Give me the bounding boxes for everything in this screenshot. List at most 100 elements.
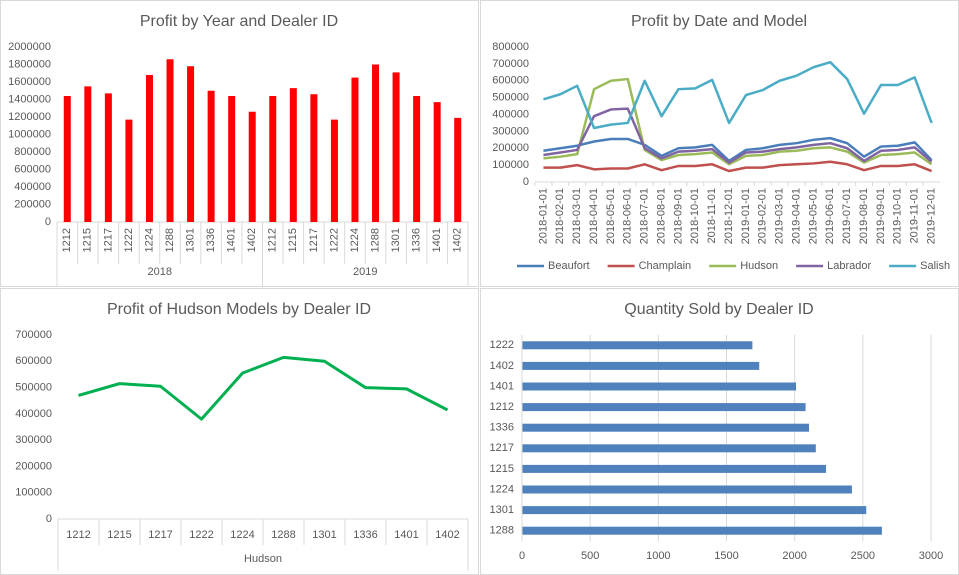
group-label: Hudson <box>244 553 282 565</box>
line <box>543 160 933 173</box>
y-tick-label: 1200000 <box>8 111 51 123</box>
group-label: 2019 <box>353 266 377 278</box>
x-tick-label: 0 <box>519 550 525 562</box>
x-tick-label: 1215 <box>287 228 299 252</box>
x-tick-label: 2019-10-01 <box>892 188 904 244</box>
x-tick-label: 1222 <box>189 529 213 541</box>
y-tick-label: 1000000 <box>8 128 51 140</box>
bar <box>522 506 867 515</box>
line <box>543 107 933 164</box>
y-tick-label: 200000 <box>14 198 51 210</box>
bar <box>392 72 400 222</box>
x-tick-label: 1212 <box>61 228 73 252</box>
bar <box>207 90 215 222</box>
x-tick-label: 1222 <box>123 228 135 252</box>
bar <box>289 88 297 222</box>
y-tick-label: 100000 <box>15 487 52 499</box>
y-tick-label: 0 <box>46 513 52 525</box>
y-tick-label: 600000 <box>14 163 51 175</box>
line <box>543 60 933 130</box>
chart-title: Quantity Sold by Dealer ID <box>624 301 813 318</box>
bar <box>413 96 421 222</box>
x-tick-label: 2019-06-01 <box>824 188 836 244</box>
y-tick-label: 600000 <box>492 75 529 87</box>
y-tick-label: 600000 <box>15 355 52 367</box>
x-tick-label: 2019-12-01 <box>925 188 937 244</box>
y-tick-label: 2000000 <box>8 41 51 53</box>
legend-label: Beaufort <box>548 260 590 272</box>
bar <box>522 423 809 432</box>
y-tick-label: 200000 <box>492 142 529 154</box>
bar <box>372 64 380 222</box>
bar <box>454 117 462 222</box>
y-tick-label: 1401 <box>490 380 514 392</box>
y-tick-label: 500000 <box>492 92 529 104</box>
bar <box>310 94 318 222</box>
x-tick-label: 1224 <box>230 529 254 541</box>
x-tick-label: 1288 <box>271 529 295 541</box>
bar <box>522 444 816 453</box>
x-tick-label: 2019-01-01 <box>740 188 752 244</box>
y-tick-label: 400000 <box>492 108 529 120</box>
group-label: 2018 <box>148 266 172 278</box>
y-tick-label: 1600000 <box>8 76 51 88</box>
x-tick-label: 1401 <box>431 228 443 252</box>
bar <box>145 75 153 222</box>
x-tick-label: 1336 <box>205 228 217 252</box>
y-tick-label: 1215 <box>490 463 514 475</box>
bar <box>166 59 174 222</box>
y-tick-label: 0 <box>523 176 529 188</box>
x-tick-label: 1217 <box>102 228 114 252</box>
bar <box>351 77 359 222</box>
x-tick-label: 1301 <box>184 228 196 252</box>
y-tick-label: 700000 <box>15 329 52 341</box>
y-tick-label: 500000 <box>15 381 52 393</box>
x-tick-label: 1215 <box>107 529 131 541</box>
x-tick-label: 2019-09-01 <box>875 188 887 244</box>
x-tick-label: 1215 <box>82 228 94 252</box>
y-tick-label: 300000 <box>492 125 529 137</box>
x-tick-label: 2500 <box>851 550 875 562</box>
y-tick-label: 1212 <box>490 401 514 413</box>
x-tick-label: 1336 <box>411 228 423 252</box>
y-tick-label: 1402 <box>490 360 514 372</box>
chart-title: Profit by Date and Model <box>631 13 807 30</box>
bar <box>125 119 133 222</box>
x-tick-label: 1301 <box>312 529 336 541</box>
y-tick-label: 800000 <box>14 146 51 158</box>
x-tick-label: 2018-12-01 <box>723 188 735 244</box>
x-tick-label: 2018-08-01 <box>655 188 667 244</box>
bar <box>522 361 760 370</box>
bar <box>433 102 441 222</box>
x-tick-label: 2018-01-01 <box>537 188 549 244</box>
bar <box>269 96 277 222</box>
x-tick-label: 1217 <box>148 529 172 541</box>
y-tick-label: 1222 <box>490 339 514 351</box>
y-tick-label: 300000 <box>15 434 52 446</box>
x-tick-label: 1212 <box>267 228 279 252</box>
line <box>543 77 933 166</box>
panel <box>0 288 479 575</box>
bar <box>228 96 236 222</box>
bar <box>522 382 797 391</box>
panel <box>480 0 959 287</box>
x-tick-label: 1301 <box>390 228 402 252</box>
x-tick-label: 2018-04-01 <box>588 188 600 244</box>
y-tick-label: 1800000 <box>8 58 51 70</box>
bar <box>522 485 852 494</box>
bar <box>330 119 338 222</box>
x-tick-label: 1217 <box>308 228 320 252</box>
x-tick-label: 2019-02-01 <box>757 188 769 244</box>
y-tick-label: 1288 <box>490 525 514 537</box>
x-tick-label: 2018-02-01 <box>554 188 566 244</box>
x-tick-label: 1224 <box>349 228 361 252</box>
line <box>543 136 933 163</box>
x-tick-label: 2018-03-01 <box>571 188 583 244</box>
chart-title: Profit by Year and Dealer ID <box>140 13 338 30</box>
y-tick-label: 200000 <box>15 460 52 472</box>
bar <box>104 93 112 222</box>
x-tick-label: 1000 <box>646 550 670 562</box>
x-tick-label: 2019-11-01 <box>909 188 921 243</box>
legend-label: Champlain <box>639 260 692 272</box>
